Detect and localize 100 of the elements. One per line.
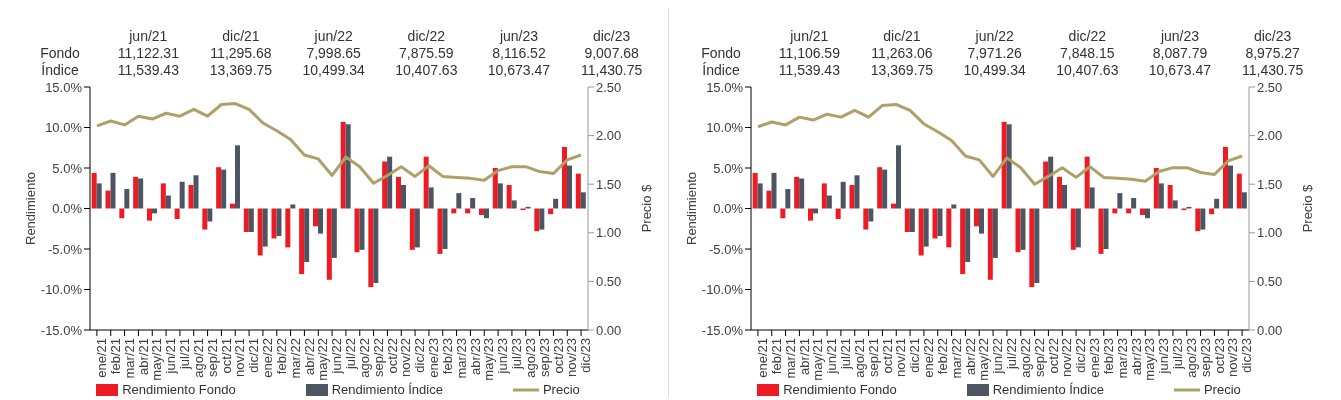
bar xyxy=(304,208,310,262)
text: 11,539.43 xyxy=(116,62,180,79)
text: 11,122.31 xyxy=(116,45,180,62)
bar xyxy=(221,169,227,209)
bar xyxy=(299,208,305,275)
bar xyxy=(105,190,111,209)
bar xyxy=(752,172,758,209)
x-tick-label: jun/23 xyxy=(495,338,511,375)
bar xyxy=(359,208,365,250)
text: Índice xyxy=(40,62,80,79)
bar xyxy=(276,208,282,237)
bar xyxy=(840,181,846,209)
bar xyxy=(1214,198,1220,209)
bar xyxy=(1061,185,1067,209)
bar xyxy=(414,208,420,248)
text: 8,975.27 xyxy=(1244,45,1301,62)
bar xyxy=(807,208,813,221)
bar xyxy=(229,203,235,209)
text: 8,087.79 xyxy=(1151,45,1209,62)
x-tick-label: dic/22 xyxy=(412,338,428,373)
bar xyxy=(937,208,943,237)
x-tick-label: dic/21 xyxy=(907,338,923,373)
x-tick-label: abr/23 xyxy=(1128,338,1144,375)
text: dic/23 xyxy=(591,28,632,45)
bar xyxy=(312,208,318,227)
y2-tick-label: 0.00 xyxy=(1257,322,1283,338)
x-tick-label: feb/21 xyxy=(768,338,784,375)
bar xyxy=(863,208,869,230)
y2-tick-label: 2.50 xyxy=(1257,79,1283,95)
x-tick-label: ene/21 xyxy=(94,338,110,378)
y2-tick-label: 2.50 xyxy=(596,79,622,95)
bar xyxy=(174,208,180,220)
bar xyxy=(202,208,208,230)
bar xyxy=(1015,208,1021,253)
bar xyxy=(506,185,512,209)
bar xyxy=(290,204,296,209)
x-tick-label: jun/21 xyxy=(163,338,179,375)
text: 11,263.06 xyxy=(870,45,934,62)
bar xyxy=(193,175,199,209)
text: 9,007.68 xyxy=(583,45,640,62)
bar xyxy=(946,208,952,248)
text: 10,407.63 xyxy=(394,62,459,79)
bar xyxy=(1153,168,1159,209)
bar xyxy=(511,200,517,209)
bar xyxy=(890,203,896,209)
bar xyxy=(423,156,429,209)
bar xyxy=(483,208,489,219)
bar xyxy=(1158,183,1164,209)
x-tick-label: may/21 xyxy=(810,338,826,381)
legend-label: Rendimiento Fondo xyxy=(782,382,897,397)
y2-tick-label: 1.50 xyxy=(1257,176,1283,192)
bar xyxy=(1084,156,1090,209)
bar xyxy=(1075,208,1081,248)
bar xyxy=(987,208,993,280)
bar xyxy=(973,208,979,227)
line-series xyxy=(756,103,1244,186)
bar xyxy=(1029,208,1035,288)
bar xyxy=(138,178,144,209)
x-tick-label: nov/23 xyxy=(1225,338,1241,378)
text: jun/23 xyxy=(1159,28,1201,45)
x-tick-label: may/22 xyxy=(976,338,992,381)
bar xyxy=(124,189,130,209)
x-tick-label: dic/21 xyxy=(246,338,262,373)
text: 11,106.59 xyxy=(777,45,841,62)
bar xyxy=(909,208,915,232)
bar xyxy=(1131,197,1137,209)
bar xyxy=(960,208,966,275)
bar xyxy=(566,165,572,209)
y2-tick-label: 0.50 xyxy=(596,274,622,290)
text: jun/23 xyxy=(498,28,540,45)
bar xyxy=(1020,208,1026,250)
text: 10,499.34 xyxy=(301,62,366,79)
bar xyxy=(340,121,346,209)
bar xyxy=(110,172,116,209)
bar xyxy=(160,183,166,209)
y-tick-label: -5.0% xyxy=(48,241,83,257)
x-tick-label: abr/21 xyxy=(796,338,812,375)
y-axis-title: Rendimiento xyxy=(22,172,38,245)
x-tick-label: jun/22 xyxy=(990,338,1006,375)
y-tick-label: 15.0% xyxy=(45,79,83,95)
legend-label: Rendimiento Índice xyxy=(991,382,1104,397)
legend-label: Rendimiento Fondo xyxy=(121,382,236,397)
x-tick-label: nov/22 xyxy=(398,338,414,378)
bar xyxy=(368,208,374,288)
x-tick-label: abr/22 xyxy=(962,338,978,375)
bar xyxy=(826,195,832,209)
bar xyxy=(757,183,763,209)
x-tick-label: mar/21 xyxy=(121,338,137,379)
bar xyxy=(179,181,185,209)
bar xyxy=(918,208,924,256)
bar xyxy=(992,208,998,258)
text: jun/21 xyxy=(128,28,169,45)
x-tick-label: dic/22 xyxy=(1073,338,1089,373)
y-tick-label: 0.0% xyxy=(713,201,744,217)
bar xyxy=(771,172,777,209)
text: jun/22 xyxy=(974,28,1015,45)
bar xyxy=(794,176,800,209)
x-tick-label: jul/21 xyxy=(177,338,193,371)
x-tick-label: dic/23 xyxy=(578,338,594,373)
legend-label: Precio xyxy=(1202,382,1241,397)
